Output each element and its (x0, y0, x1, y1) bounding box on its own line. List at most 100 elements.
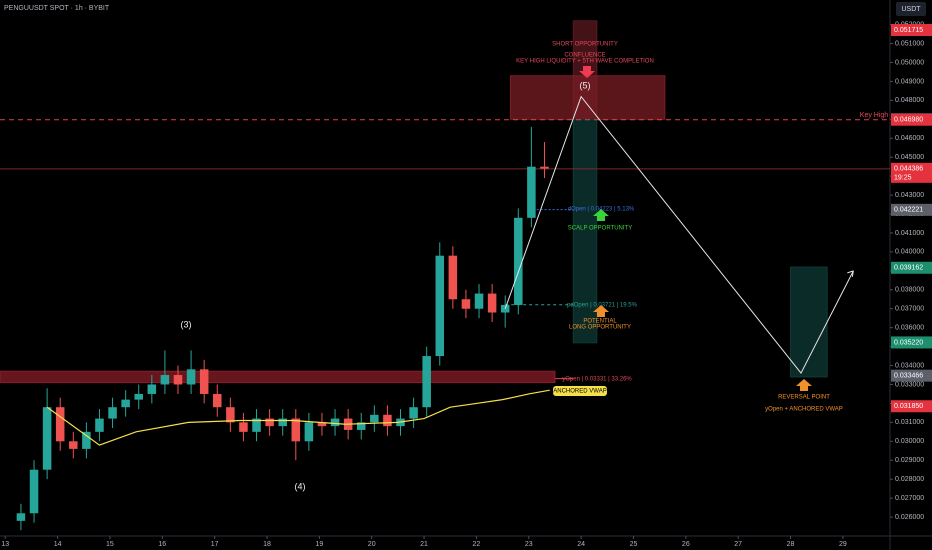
y-tick-label: 0.040000 (895, 249, 924, 256)
y-tick-label: 0.050000 (895, 59, 924, 66)
candle-body (160, 375, 170, 385)
price-label-box (891, 113, 932, 126)
x-tick-label: 28 (787, 541, 795, 548)
candle-body (461, 299, 471, 309)
candle-body (540, 166, 549, 169)
x-tick-label: 19 (315, 541, 323, 548)
countdown: 19:25 (894, 175, 912, 182)
annotation: REVERSAL POINT (778, 395, 830, 401)
candle-body (487, 293, 497, 313)
price-label: 0.035220 (894, 339, 923, 346)
annotation: KEY HIGH LIQUIDITY + 5TH WAVE COMPLETION (516, 59, 654, 65)
x-tick-label: 27 (734, 541, 742, 548)
annotation: (5) (580, 80, 591, 90)
y-tick-label: 0.030000 (895, 438, 924, 445)
price-label: 0.046980 (894, 117, 923, 124)
projection-arrowhead (847, 270, 854, 277)
candle-body (448, 255, 458, 300)
candle-body (95, 418, 104, 432)
candle-body (147, 384, 157, 394)
y-tick-label: 0.028000 (895, 476, 924, 483)
x-tick-label: 24 (577, 541, 585, 548)
candle-body (55, 407, 65, 442)
x-tick-label: 16 (158, 541, 166, 548)
projection-path (504, 95, 854, 375)
candle-body (356, 422, 366, 430)
y-tick-label: 0.043000 (895, 192, 924, 199)
y-tick-label: 0.029000 (895, 457, 924, 464)
y-tick-label: 0.031000 (895, 419, 924, 426)
y-tick-label: 0.041000 (895, 230, 924, 237)
annotation: yOpen | 0.03331 | 33.26% (562, 377, 632, 383)
plot: 0.026000 0.027000 0.028000 0.029000 0.030000… (0, 20, 932, 548)
zone (790, 266, 828, 378)
candle-body (199, 369, 209, 394)
candle-body (134, 393, 143, 400)
annotation: (4) (295, 481, 306, 491)
y-tick-label: 0.033000 (895, 381, 924, 388)
x-tick-label: 13 (1, 541, 9, 548)
y-tick-label: 0.048000 (895, 97, 924, 104)
candle-body (409, 407, 418, 419)
y-tick-label: 0.045000 (895, 154, 924, 161)
candle-body (370, 414, 379, 423)
candle-body (435, 255, 445, 357)
annotation: Key High (860, 112, 889, 119)
arrow-up-icon (593, 305, 609, 317)
candle-body (42, 407, 52, 470)
candle-body (304, 422, 314, 442)
x-tick-label: 15 (106, 541, 114, 548)
currency-badge[interactable] (896, 2, 926, 16)
candle-body (69, 441, 78, 449)
y-tick-label: 0.046000 (895, 135, 924, 142)
x-tick-label: 29 (839, 541, 847, 548)
price-label-box (891, 162, 932, 183)
x-tick-label: 14 (54, 541, 62, 548)
candle-body (422, 356, 431, 408)
price-label: 0.033466 (894, 372, 923, 379)
candle-body (108, 407, 117, 419)
price-label-box (891, 203, 932, 216)
y-tick-label: 0.026000 (895, 514, 924, 521)
annotation: CONFLUENCE (564, 53, 605, 59)
candle-body (29, 469, 39, 514)
candle-body (291, 418, 301, 442)
price-label: 0.044386 (894, 166, 923, 173)
y-tick-label: 0.051000 (895, 40, 924, 47)
x-tick-label: 18 (263, 541, 271, 548)
x-tick-label: 25 (630, 541, 638, 548)
price-label: 0.031850 (894, 403, 923, 410)
price-label: 0.039162 (894, 265, 923, 272)
price-label-box (891, 261, 932, 274)
currency-label: USDT (901, 6, 921, 13)
vwap-badge (553, 386, 607, 396)
annotation: LONG OPPORTUNITY (569, 325, 631, 331)
x-tick-label: 23 (525, 541, 533, 548)
vwap-line (46, 389, 550, 446)
candle-body (186, 369, 196, 385)
y-tick-label: 0.036000 (895, 325, 924, 332)
arrow-down-icon (579, 66, 595, 78)
candle-body (226, 407, 235, 423)
annotation: POTENTIAL (583, 319, 617, 325)
annotation: yOpen + ANCHORED VWAP (765, 407, 843, 413)
price-label-box (891, 336, 932, 349)
price-label: 0.042221 (894, 207, 923, 214)
candle-body (265, 418, 274, 427)
candle-body (514, 217, 523, 305)
x-tick-label: 20 (368, 541, 376, 548)
y-tick-label: 0.034000 (895, 362, 924, 369)
candle-body (278, 418, 287, 427)
arrow-up-icon (593, 209, 609, 221)
price-label-box (891, 24, 932, 37)
candle-body (474, 293, 484, 309)
candle-body (383, 414, 392, 427)
candle-body (173, 375, 183, 385)
y-tick-label: 0.049000 (895, 78, 924, 85)
candle-body (317, 422, 327, 427)
y-tick-label: 0.037000 (895, 306, 924, 313)
candle-body (16, 513, 26, 521)
arrow-up-icon (796, 379, 812, 391)
candle-body (527, 166, 536, 218)
